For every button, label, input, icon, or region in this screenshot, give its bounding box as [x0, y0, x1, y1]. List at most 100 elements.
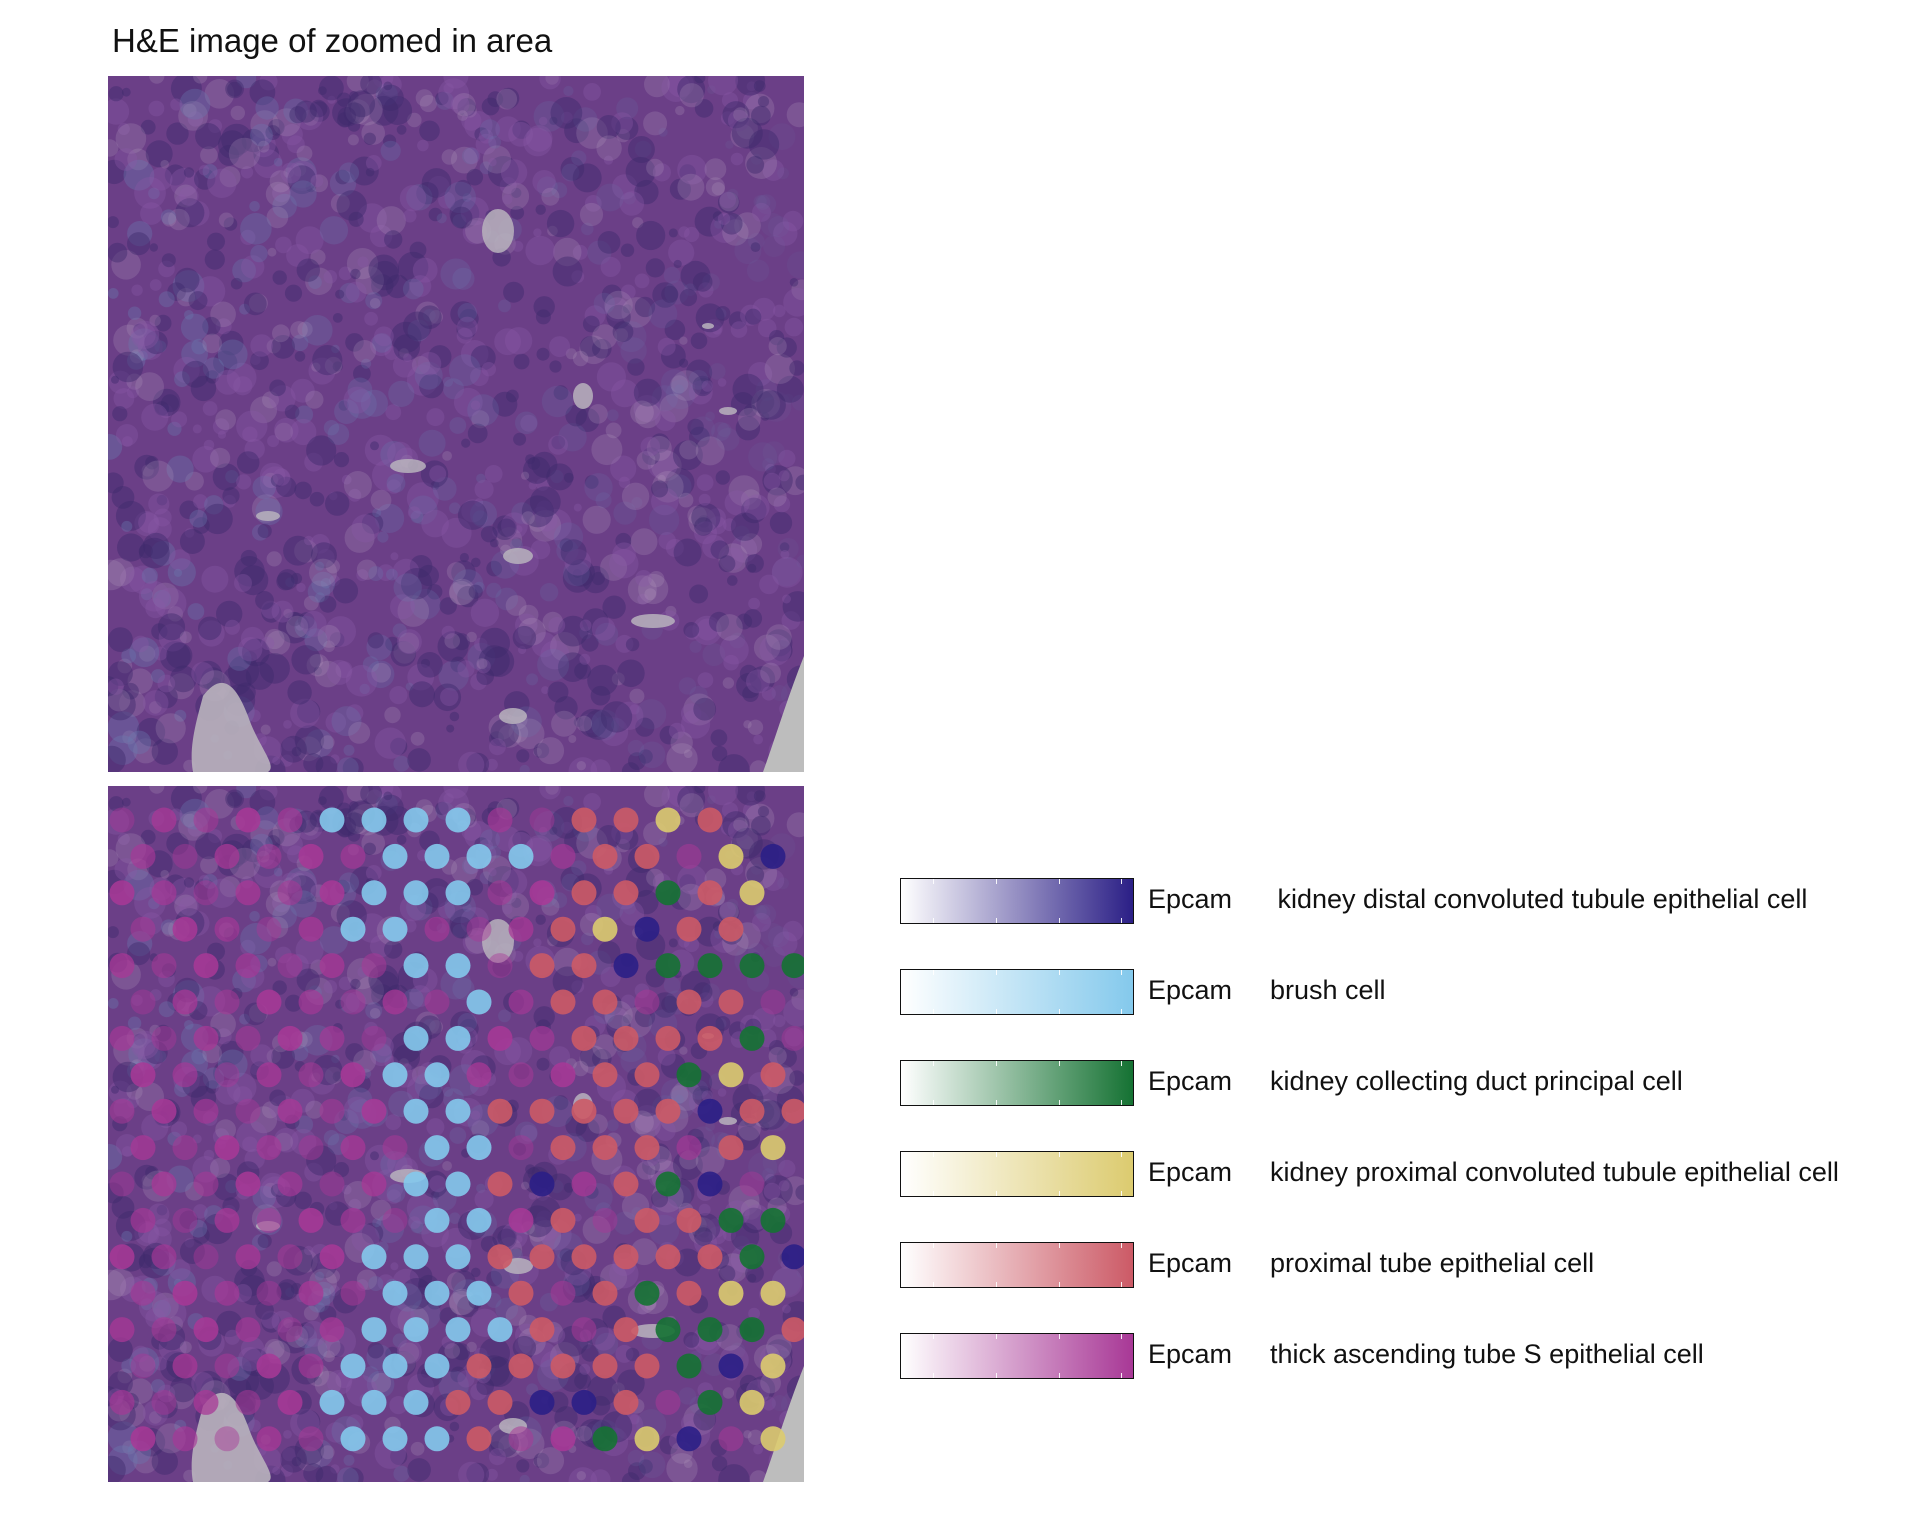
spot: [613, 1244, 639, 1270]
spot: [403, 880, 429, 906]
spot: [634, 989, 660, 1015]
spot: [676, 1280, 702, 1306]
spot: [550, 1353, 576, 1379]
spot: [151, 1098, 177, 1124]
spot: [109, 1171, 135, 1197]
spot: [382, 1207, 408, 1233]
spot: [403, 1171, 429, 1197]
spot: [277, 1171, 303, 1197]
legend-gene-label: Epcam: [1148, 1066, 1233, 1096]
spot: [298, 1207, 324, 1233]
spot: [529, 1171, 555, 1197]
spot: [739, 880, 765, 906]
spot: [613, 1171, 639, 1197]
spot: [340, 1207, 366, 1233]
spot: [214, 1280, 240, 1306]
spot: [277, 807, 303, 833]
legend-gene-label: Epcam: [1148, 884, 1233, 914]
spot: [487, 1098, 513, 1124]
spot: [781, 1317, 804, 1343]
spot: [256, 1280, 282, 1306]
spot: [571, 1025, 597, 1051]
spot: [235, 1171, 261, 1197]
spot: [445, 1171, 471, 1197]
spot: [487, 1025, 513, 1051]
spot: [298, 1135, 324, 1161]
spot: [676, 1426, 702, 1452]
spot: [214, 1062, 240, 1088]
spot: [550, 843, 576, 869]
color-gradient-bar: [900, 1151, 1134, 1197]
spot: [130, 989, 156, 1015]
spot: [613, 807, 639, 833]
spot: [214, 1353, 240, 1379]
spot: [550, 1207, 576, 1233]
spot: [298, 916, 324, 942]
spot: [466, 989, 492, 1015]
spot: [487, 953, 513, 979]
color-gradient-bar: [900, 878, 1134, 924]
spot: [130, 1135, 156, 1161]
spot: [613, 1317, 639, 1343]
spot: [256, 1207, 282, 1233]
spot: [340, 843, 366, 869]
spot: [277, 1317, 303, 1343]
spot: [424, 1426, 450, 1452]
spot: [508, 1353, 534, 1379]
spot: [109, 880, 135, 906]
legend-gene-label: Epcam: [1148, 1157, 1233, 1187]
spot: [109, 1025, 135, 1051]
spot: [361, 807, 387, 833]
spot: [319, 1171, 345, 1197]
spot: [172, 843, 198, 869]
spot: [319, 1244, 345, 1270]
spot: [529, 880, 555, 906]
spot: [172, 1135, 198, 1161]
spot: [613, 953, 639, 979]
legend-gene-label: Epcam: [1148, 1339, 1233, 1369]
legend-cell-type-label: thick ascending tube S epithelial cell: [1270, 1339, 1704, 1369]
spot: [634, 1426, 660, 1452]
spot: [193, 1098, 219, 1124]
spot: [298, 989, 324, 1015]
spot: [214, 1426, 240, 1452]
spot: [256, 1062, 282, 1088]
spot: [676, 1062, 702, 1088]
spot: [151, 1244, 177, 1270]
spot: [256, 916, 282, 942]
spot: [109, 953, 135, 979]
spot: [760, 989, 786, 1015]
spot: [508, 916, 534, 942]
spot: [487, 1171, 513, 1197]
spot: [361, 953, 387, 979]
spot: [760, 1280, 786, 1306]
spot: [571, 1171, 597, 1197]
spot: [403, 807, 429, 833]
spot: [340, 1135, 366, 1161]
spot: [634, 843, 660, 869]
spot: [340, 989, 366, 1015]
he-tissue-image: [108, 76, 804, 772]
spot: [613, 880, 639, 906]
spot: [193, 1171, 219, 1197]
spot: [550, 916, 576, 942]
spot: [718, 989, 744, 1015]
spot: [193, 880, 219, 906]
spot: [739, 1171, 765, 1197]
spot: [277, 880, 303, 906]
spot: [298, 1062, 324, 1088]
spot: [172, 1280, 198, 1306]
spot: [382, 1426, 408, 1452]
spot: [214, 1135, 240, 1161]
spot: [424, 1135, 450, 1161]
spot: [151, 880, 177, 906]
spot: [466, 843, 492, 869]
legend-cell-type-label: kidney collecting duct principal cell: [1270, 1066, 1683, 1096]
spot: [193, 807, 219, 833]
legend-gene-label: Epcam: [1148, 1248, 1233, 1278]
spot: [739, 1025, 765, 1051]
spot: [718, 1426, 744, 1452]
spot: [592, 1353, 618, 1379]
spot: [214, 916, 240, 942]
spot: [151, 1025, 177, 1051]
